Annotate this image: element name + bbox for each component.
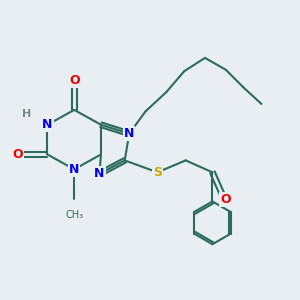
Text: N: N <box>94 167 105 180</box>
Text: O: O <box>69 74 80 87</box>
Text: O: O <box>12 148 23 161</box>
Text: N: N <box>42 118 52 131</box>
Text: N: N <box>69 163 80 176</box>
Text: O: O <box>220 193 231 206</box>
Text: N: N <box>124 127 134 140</box>
Text: S: S <box>153 166 162 179</box>
Text: CH₃: CH₃ <box>65 210 83 220</box>
Text: H: H <box>22 109 31 119</box>
